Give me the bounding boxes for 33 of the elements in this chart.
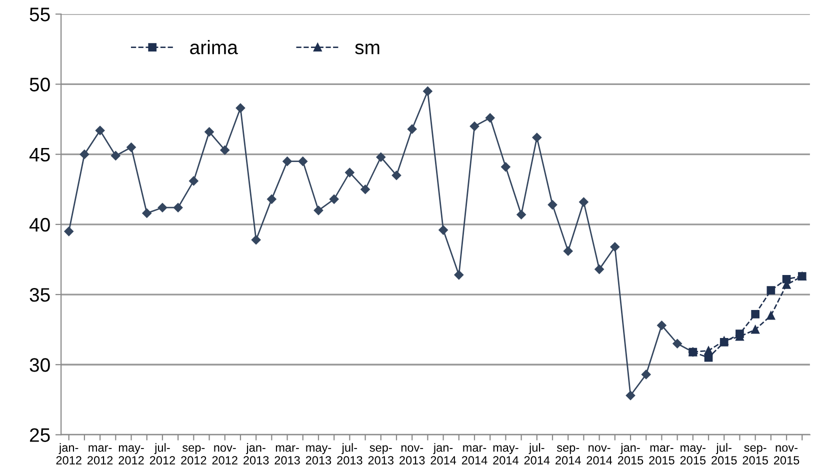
y-tick-label: 45 [29,148,50,162]
x-tick-label: jan-2014 [430,443,456,464]
x-tick-label: jul-2015 [712,443,737,464]
x-tick-label: jul-2014 [524,443,550,464]
x-tick-label: nov-2014 [586,445,612,464]
x-tick-label: jan-2015 [618,443,644,464]
x-tick-label: mar-2015 [649,445,674,464]
x-tick-label: jan-2013 [244,443,269,464]
x-tick-label: sep-2014 [556,445,581,464]
y-tick-label: 30 [30,358,50,372]
x-tick-label: mar-2013 [274,445,300,464]
x-tick-label: sep-2012 [181,445,206,464]
x-tick-label: may-2012 [118,445,144,464]
x-tick-label: sep-2015 [742,445,768,464]
x-tick-label: may-2014 [493,445,518,464]
legend-label: arima [190,40,238,54]
legend-label: sm [355,44,380,54]
x-tick-label: nov-2015 [774,445,800,464]
x-tick-label: nov-2012 [212,445,238,464]
x-tick-label: jan-2012 [56,443,82,464]
y-tick-label: 40 [29,218,50,232]
y-tick-label: 35 [30,288,50,302]
y-tick-label: 25 [30,428,50,442]
y-tick-label: 55 [30,8,50,22]
x-tick-label: mar-2012 [88,445,113,464]
x-tick-label: mar-2014 [462,445,488,464]
x-tick-label: may-2013 [306,445,332,464]
x-tick-label: jul-2012 [150,443,175,464]
x-tick-label: may-2015 [680,445,706,464]
x-tick-label: sep-2013 [368,445,394,464]
x-tick-label: jul-2013 [337,443,362,464]
y-tick-label: 50 [30,78,50,92]
x-tick-label: nov-2013 [400,445,425,464]
